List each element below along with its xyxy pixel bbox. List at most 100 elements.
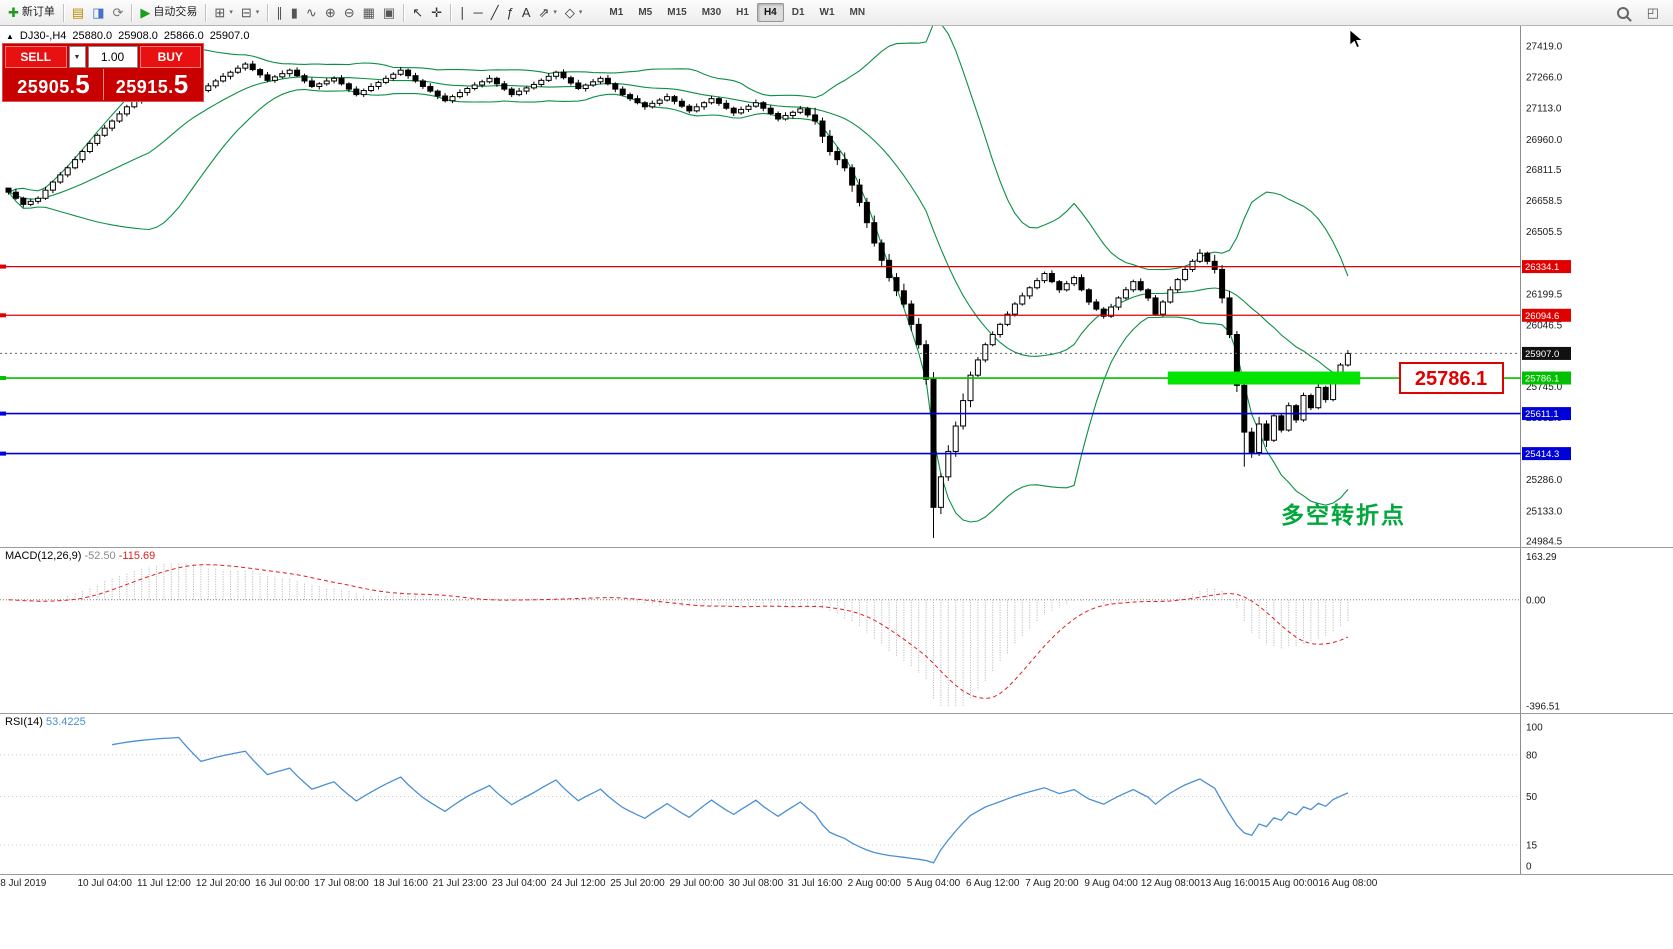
candle-body: [1078, 277, 1085, 291]
shapes-tool-icon[interactable]: ◇ ▾: [561, 1, 587, 25]
candle-body: [123, 106, 130, 115]
timeframe-h4[interactable]: H4: [756, 3, 784, 22]
restore-window-icon: ◰: [1646, 5, 1659, 20]
highlight-band[interactable]: [1167, 371, 1361, 385]
candle-body: [1204, 252, 1211, 262]
candle-body: [412, 75, 419, 82]
timeframe-m1[interactable]: M1: [609, 7, 624, 18]
tile-windows-icon[interactable]: ▦: [359, 1, 379, 25]
sell-price-main: 25905.: [17, 76, 76, 97]
fibonacci-icon[interactable]: ƒ: [503, 1, 518, 25]
text-tool-icon[interactable]: A: [518, 1, 535, 25]
one-click-trading-panel: SELL ▼ BUY 25905.5 25915.5: [2, 43, 204, 102]
candle-body: [72, 159, 79, 169]
buy-price[interactable]: 25915.5: [102, 68, 202, 100]
ohlc-low: 25866.0: [163, 30, 204, 42]
time-axis-label: 18 Jul 16:00: [373, 878, 428, 889]
market-watch-icon[interactable]: ▤: [68, 1, 88, 25]
restore-window-icon[interactable]: ◰: [1643, 1, 1663, 25]
timeframe-m5[interactable]: M5: [638, 7, 653, 18]
candle-body: [523, 87, 530, 92]
sell-button[interactable]: SELL: [5, 46, 67, 68]
timeframe-m30[interactable]: M30: [701, 7, 722, 18]
data-window-icon: ◨: [92, 5, 105, 20]
line-chart-icon[interactable]: ∿: [302, 1, 321, 25]
chart-note-text[interactable]: 多空转折点: [1281, 502, 1406, 528]
data-window-icon[interactable]: ◨: [88, 1, 108, 25]
sell-price[interactable]: 25905.5: [5, 69, 103, 100]
timeframe-h1[interactable]: H1: [736, 7, 749, 18]
candle-body: [834, 151, 841, 161]
candle-body: [1034, 280, 1041, 289]
profiles-icon: ⊟: [240, 5, 252, 20]
candle-body: [863, 201, 870, 224]
casc​ade-windows-icon[interactable]: ▣: [379, 1, 399, 25]
mouse-cursor: [1349, 29, 1364, 48]
candle-body: [456, 92, 463, 98]
shapes-tool-icon: ◇: [564, 5, 575, 20]
zoom-out-icon[interactable]: ⊖: [340, 1, 359, 25]
autotrading-button[interactable]: ▶ 自动交易: [136, 1, 201, 25]
candle-body: [1174, 279, 1181, 291]
line-anchor: [0, 264, 6, 269]
toolbar-separator: [267, 3, 269, 22]
price-axis-label: 26658.5: [1526, 196, 1563, 207]
new-chart-icon[interactable]: ⊞ ▾: [210, 1, 236, 25]
horizontal-line-icon[interactable]: ─: [470, 1, 487, 25]
bar-chart-icon[interactable]: ∥: [272, 1, 287, 25]
candle-body: [338, 77, 345, 85]
arrows-tool-icon[interactable]: ⇗ ▾: [534, 1, 560, 25]
price-tag: [1522, 407, 1571, 421]
search-icon[interactable]: [1613, 1, 1633, 25]
ohlc-open: 25880.0: [72, 30, 113, 42]
macd-axis-label: 163.29: [1526, 552, 1557, 563]
new-order-button[interactable]: ✚ 新订单: [4, 1, 59, 25]
one-click-panel-toggle-icon[interactable]: ▲: [6, 31, 14, 41]
crosshair-icon[interactable]: ✛: [427, 1, 446, 25]
volume-dropdown-icon[interactable]: ▼: [68, 46, 86, 68]
candle-body: [1248, 431, 1255, 453]
macd-signal-line: [8, 564, 1349, 700]
price-chart[interactable]: 27419.0 27266.0 27113.0 26960.0 26811.5 26658…: [0, 26, 1673, 547]
candlestick-chart-icon[interactable]: ▮: [287, 1, 302, 25]
candle-body: [212, 80, 219, 87]
timeframe-d1[interactable]: D1: [791, 7, 805, 18]
buy-button[interactable]: BUY: [139, 46, 201, 68]
refresh-icon: ⟳: [112, 5, 124, 20]
rsi-chart[interactable]: 100 80 50 15 0: [0, 714, 1673, 874]
buy-price-big: 5: [173, 68, 189, 99]
candle-body: [1130, 281, 1137, 291]
timeframe-w1[interactable]: W1: [819, 7, 835, 18]
candle-body: [1085, 289, 1092, 303]
trendline-icon[interactable]: ╱: [487, 1, 503, 25]
price-tag: [1522, 260, 1571, 274]
candle-body: [79, 151, 86, 161]
candle-body: [812, 114, 819, 122]
timeframe-m15[interactable]: M15: [667, 7, 687, 18]
candle-body: [234, 67, 241, 73]
candle-body: [220, 75, 227, 82]
zoom-in-icon[interactable]: ⊕: [321, 1, 340, 25]
macd-chart[interactable]: 163.29 0.00 -396.51: [0, 548, 1673, 713]
text-tool-icon: A: [521, 5, 531, 20]
timeframe-mn[interactable]: MN: [849, 7, 866, 18]
new-order-button-label: 新订单: [21, 6, 55, 18]
candle-body: [249, 63, 256, 71]
candle-body: [397, 69, 404, 75]
price-axis-label: 26199.5: [1526, 289, 1563, 300]
candle-body: [1219, 268, 1226, 299]
candle-body: [1263, 423, 1270, 441]
vertical-line-icon[interactable]: ∣: [455, 1, 470, 25]
profiles-icon[interactable]: ⊟ ▾: [237, 1, 263, 25]
candle-body: [923, 344, 930, 380]
candle-body: [353, 88, 360, 96]
new-chart-icon: ⊞: [214, 5, 226, 20]
refresh-icon[interactable]: ⟳: [109, 1, 128, 25]
candle-body: [967, 374, 974, 402]
toolbar-separator: [62, 3, 64, 22]
volume-input[interactable]: [87, 46, 138, 68]
cursor-icon[interactable]: ↖: [408, 1, 427, 25]
price-callout-box[interactable]: [1399, 362, 1504, 395]
candle-body: [745, 105, 752, 110]
rsi-axis-label: 50: [1526, 792, 1538, 803]
